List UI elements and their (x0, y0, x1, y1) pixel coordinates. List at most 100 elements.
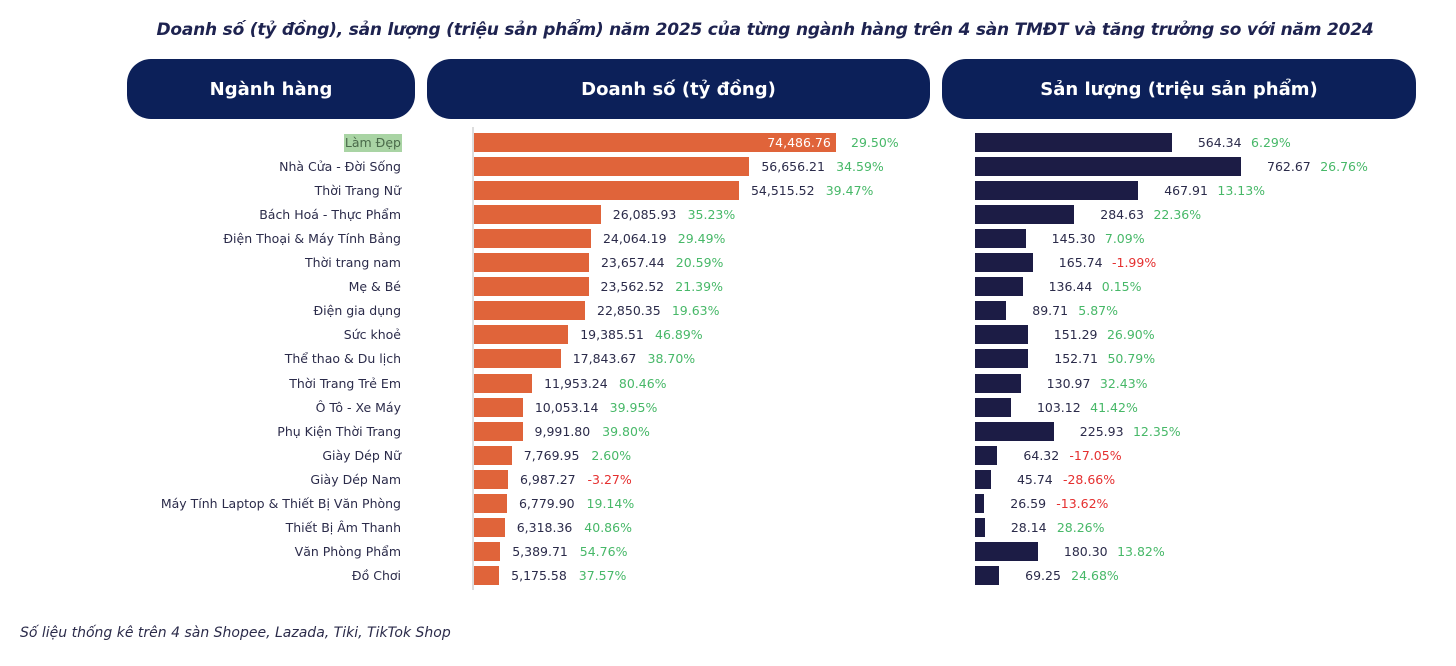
volume-value-label: 180.30 (1063, 543, 1108, 559)
volume-growth-label: -17.05% (1069, 447, 1122, 463)
volume-value-label: 69.25 (1025, 567, 1061, 583)
volume-value-label: 28.14 (1010, 519, 1047, 535)
volume-growth-label: -13.62% (1056, 495, 1109, 511)
revenue-growth-label: 38.70% (647, 351, 696, 367)
category-label: Làm Đẹp (343, 134, 402, 152)
volume-value-label: 564.34 (1197, 135, 1242, 150)
volume-growth-label: 6.29% (1251, 135, 1291, 150)
revenue-value-label: 6,318.36 (516, 519, 573, 535)
revenue-growth-label: 46.89% (655, 327, 703, 343)
category-label: Thời trang nam (305, 255, 401, 271)
volume-growth-label: 26.90% (1106, 327, 1155, 343)
revenue-growth-label: 39.47% (825, 183, 874, 199)
category-label: Thời Trang Nữ (314, 183, 401, 199)
revenue-growth-label: 54.76% (579, 543, 628, 559)
revenue-bar (474, 253, 589, 273)
revenue-value-label: 5,389.71 (512, 543, 568, 559)
volume-value-label: 152.71 (1054, 351, 1098, 367)
revenue-value-label: 23,562.52 (600, 279, 665, 295)
volume-value-label: 284.63 (1100, 207, 1145, 223)
volume-value-label: 762.67 (1267, 159, 1311, 175)
revenue-value-label: 19,385.51 (580, 327, 644, 343)
category-label: Đồ Chơi (351, 567, 401, 583)
revenue-growth-label: -3.27% (587, 471, 632, 487)
category-label: Mẹ & Bé (348, 279, 401, 295)
revenue-growth-label: 29.50% (851, 135, 899, 150)
revenue-bar (474, 157, 750, 177)
volume-growth-label: 13.82% (1117, 543, 1165, 559)
revenue-bar (474, 517, 505, 537)
revenue-growth-label: 35.23% (687, 207, 736, 223)
volume-growth-label: 24.68% (1071, 567, 1119, 583)
revenue-value-label: 22,850.35 (597, 303, 661, 319)
revenue-value-label: 7,769.95 (523, 447, 580, 463)
revenue-bar (474, 565, 500, 585)
revenue-growth-label: 2.60% (591, 447, 632, 463)
volume-value-label: 145.30 (1051, 231, 1096, 247)
volume-bar (975, 133, 1172, 152)
revenue-value-label: 17,843.67 (572, 351, 637, 367)
volume-value-label: 64.32 (1023, 447, 1060, 463)
revenue-axis-line (472, 127, 474, 590)
revenue-bar (474, 493, 507, 513)
revenue-growth-label: 19.63% (671, 303, 720, 319)
volume-bar (975, 373, 1021, 393)
category-label: Thiết Bị Âm Thanh (285, 519, 401, 535)
revenue-value-label: 6,987.27 (519, 471, 576, 487)
revenue-growth-label: 19.14% (586, 495, 635, 511)
revenue-bar (474, 325, 569, 345)
volume-growth-label: 32.43% (1099, 375, 1148, 391)
volume-growth-label: 5.87% (1078, 303, 1118, 319)
volume-bar (975, 205, 1075, 225)
volume-bar (975, 541, 1038, 561)
revenue-value-label: 11,953.24 (544, 375, 608, 391)
volume-value-label: 89.71 (1032, 303, 1069, 319)
volume-bar (975, 469, 991, 489)
revenue-value-label: 5,175.58 (511, 567, 567, 583)
category-label: Điện gia dụng (313, 303, 402, 319)
revenue-value-label: 56,656.21 (761, 159, 825, 175)
chart-title: Doanh số (tỷ đồng), sản lượng (triệu sản… (156, 20, 1374, 40)
revenue-value-label: 26,085.93 (612, 207, 677, 223)
revenue-bar (474, 277, 589, 297)
volume-bar (975, 277, 1023, 297)
revenue-value-label: 6,779.90 (518, 495, 575, 511)
volume-growth-label: 28.26% (1056, 519, 1105, 535)
volume-growth-label: 0.15% (1101, 279, 1142, 295)
volume-bar (975, 325, 1028, 345)
revenue-bar (474, 421, 523, 441)
footnote: Số liệu thống kê trên 4 sàn Shopee, Laza… (20, 625, 451, 641)
revenue-value-label: 10,053.14 (534, 399, 599, 415)
volume-bar (975, 301, 1007, 321)
volume-value-label: 26.59 (1010, 495, 1047, 511)
revenue-bar (474, 541, 501, 561)
revenue-growth-label: 39.80% (602, 423, 650, 439)
header-revenue: Doanh số (tỷ đồng) (427, 59, 930, 119)
volume-growth-label: 7.09% (1104, 231, 1145, 247)
volume-bar (975, 421, 1054, 441)
revenue-growth-label: 40.86% (584, 519, 632, 535)
volume-value-label: 467.91 (1164, 183, 1208, 199)
volume-value-label: 45.74 (1016, 471, 1053, 487)
volume-value-label: 225.93 (1079, 423, 1124, 439)
category-label: Nhà Cửa - Đời Sống (279, 159, 401, 175)
volume-bar (975, 253, 1033, 273)
revenue-bar (474, 133, 836, 152)
revenue-bar (474, 469, 508, 489)
category-label: Điện Thoại & Máy Tính Bảng (223, 231, 401, 247)
category-label: Máy Tính Laptop & Thiết Bị Văn Phòng (160, 495, 401, 511)
volume-growth-label: 13.13% (1217, 183, 1266, 199)
category-label: Phụ Kiện Thời Trang (277, 423, 401, 439)
volume-bar (975, 349, 1029, 369)
volume-bar (975, 517, 985, 537)
volume-value-label: 165.74 (1058, 255, 1103, 271)
volume-growth-label: 22.36% (1153, 207, 1202, 223)
header-volume: Sản lượng (triệu sản phẩm) (942, 59, 1416, 119)
category-label: Ô Tô - Xe Máy (315, 399, 401, 415)
volume-bar (975, 181, 1139, 201)
category-label: Bách Hoá - Thực Phẩm (259, 207, 401, 223)
volume-bar (975, 157, 1241, 177)
revenue-growth-label: 21.39% (675, 279, 723, 295)
volume-growth-label: 26.76% (1320, 159, 1368, 175)
revenue-bar (474, 229, 591, 249)
